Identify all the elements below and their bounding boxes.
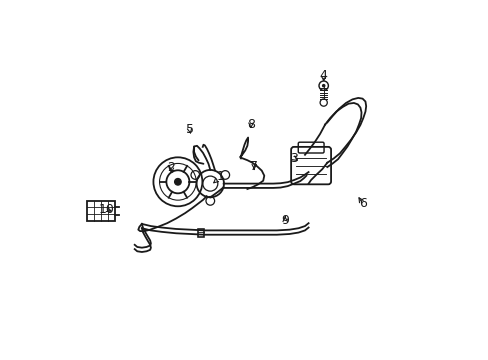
- Bar: [87, 201, 115, 221]
- Circle shape: [321, 84, 325, 87]
- Text: 7: 7: [250, 160, 258, 173]
- Text: 1: 1: [213, 170, 224, 183]
- Text: 6: 6: [358, 197, 366, 210]
- Text: 3: 3: [290, 152, 298, 165]
- Bar: [197, 229, 204, 237]
- Text: 4: 4: [319, 69, 327, 82]
- Text: 5: 5: [185, 123, 193, 136]
- Text: 10: 10: [99, 203, 115, 216]
- Text: 8: 8: [246, 118, 254, 131]
- Text: 9: 9: [281, 214, 288, 227]
- Text: 2: 2: [167, 161, 175, 174]
- Circle shape: [174, 179, 181, 185]
